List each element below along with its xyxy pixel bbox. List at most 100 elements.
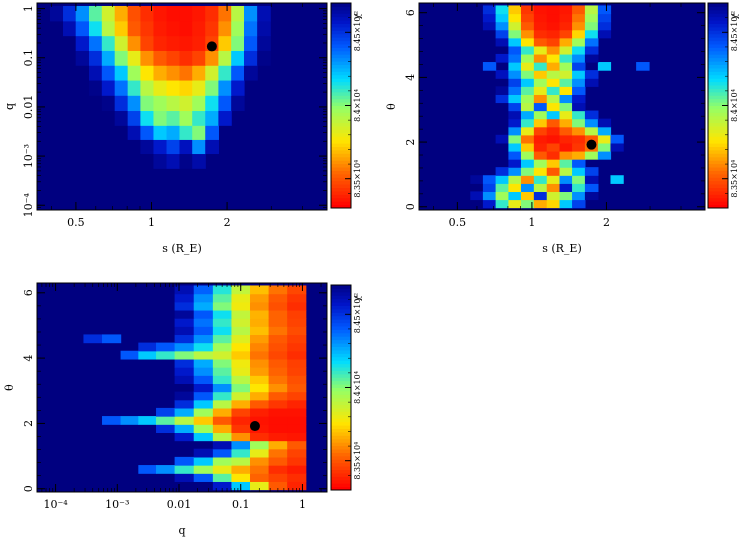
heatmap-cell [212, 326, 233, 336]
colorbar-segment [708, 129, 728, 134]
colorbar-segment [331, 40, 351, 45]
colorbar-segment [331, 67, 351, 72]
heatmap-cell [174, 465, 195, 474]
heatmap-cell [193, 342, 214, 352]
colorbar-segment [708, 64, 728, 69]
heatmap-cell [192, 153, 206, 169]
colorbar-segment [331, 177, 351, 182]
heatmap-cell [533, 94, 548, 104]
heatmap-cell [231, 65, 245, 81]
colorbar-segment [708, 33, 728, 38]
heatmap-cell [174, 350, 195, 360]
heatmap-cell [218, 5, 232, 22]
heatmap-cell [610, 134, 624, 144]
heatmap-cell [546, 94, 561, 104]
colorbar-segment [331, 288, 351, 293]
heatmap-cell [520, 191, 535, 201]
heatmap-cell [508, 13, 522, 23]
heatmap-cell [140, 50, 155, 66]
heatmap-cell [268, 432, 288, 442]
colorbar-segment [331, 201, 351, 206]
heatmap-cell [533, 183, 548, 193]
heatmap-cell [192, 35, 206, 51]
heatmap-cell [179, 110, 193, 126]
heatmap-cell [508, 21, 522, 31]
heatmap-cell [533, 118, 548, 128]
heatmap-cell [156, 465, 176, 474]
colorbar-segment [331, 105, 351, 110]
heatmap-cell [287, 424, 307, 433]
heatmap-cell [546, 13, 561, 23]
heatmap-cell [156, 407, 176, 417]
heatmap-cell [495, 175, 510, 184]
x-tick-label: 1 [299, 498, 306, 511]
colorbar-segment [331, 44, 351, 48]
colorbar-segment [708, 194, 728, 199]
heatmap-cell [508, 150, 522, 160]
heatmap-cell [546, 159, 561, 168]
heatmap-cell [520, 78, 535, 87]
heatmap-cell [250, 367, 270, 376]
heatmap-cell [257, 5, 271, 22]
heatmap-cell [212, 350, 233, 360]
heatmap-cell [597, 29, 612, 39]
heatmap-cell [546, 167, 561, 176]
colorbar-segment [331, 449, 351, 453]
colorbar-segment [331, 466, 351, 470]
heatmap-cell [559, 134, 573, 144]
heatmap-cell [572, 94, 586, 104]
heatmap-cell [268, 440, 288, 450]
heatmap-cell [572, 29, 586, 39]
heatmap-cell [231, 407, 251, 417]
heatmap-cell [287, 285, 307, 295]
heatmap-cell [533, 134, 548, 144]
heatmap-cell [174, 367, 195, 376]
heatmap-cell [559, 150, 573, 160]
heatmap-cell [559, 53, 573, 63]
heatmap-cell [231, 342, 251, 352]
heatmap-cell [495, 5, 510, 15]
heatmap-cell [610, 142, 624, 152]
heatmap-cell [268, 424, 288, 433]
heatmap-cell [495, 70, 510, 79]
heatmap-cell [218, 110, 232, 126]
heatmap-cell [140, 35, 155, 51]
heatmap-cell [268, 375, 288, 385]
heatmap-cell [49, 5, 64, 22]
heatmap-cell [231, 473, 251, 482]
heatmap-cell [205, 65, 219, 81]
heatmap-cell [127, 50, 141, 66]
heatmap-cell [250, 326, 270, 336]
heatmap-cell [179, 35, 193, 51]
heatmap-cell [508, 62, 522, 71]
heatmap-cell [231, 309, 251, 319]
heatmap-cell [546, 175, 561, 184]
heatmap-cell [166, 50, 181, 66]
x-tick-label: 0.1 [232, 498, 250, 511]
heatmap-cell [610, 175, 624, 184]
heatmap-cell [89, 5, 103, 22]
colorbar-segment [331, 384, 351, 388]
best-fit-point [586, 139, 597, 150]
colorbar-segment [331, 30, 351, 35]
colorbar-segment [708, 20, 728, 24]
colorbar-segment [331, 353, 351, 358]
heatmap-cell [533, 37, 548, 47]
heatmap-cell [495, 183, 510, 193]
heatmap-cell [174, 416, 195, 425]
heatmap-cell [153, 65, 168, 81]
colorbar-label: χ² [353, 293, 362, 301]
colorbar-segment [708, 201, 728, 206]
heatmap-cell [268, 285, 288, 295]
heatmap-cell [231, 301, 251, 311]
heatmap-cell [559, 118, 573, 128]
heatmap-cell [572, 62, 586, 71]
heatmap-cell [231, 391, 251, 401]
heatmap-cell [250, 309, 270, 319]
heatmap-cell [231, 432, 251, 442]
heatmap-cell [584, 134, 599, 144]
heatmap-cell [268, 465, 288, 474]
heatmap-cell [244, 5, 258, 22]
heatmap-cell [559, 5, 573, 15]
heatmap-cell [212, 399, 233, 409]
